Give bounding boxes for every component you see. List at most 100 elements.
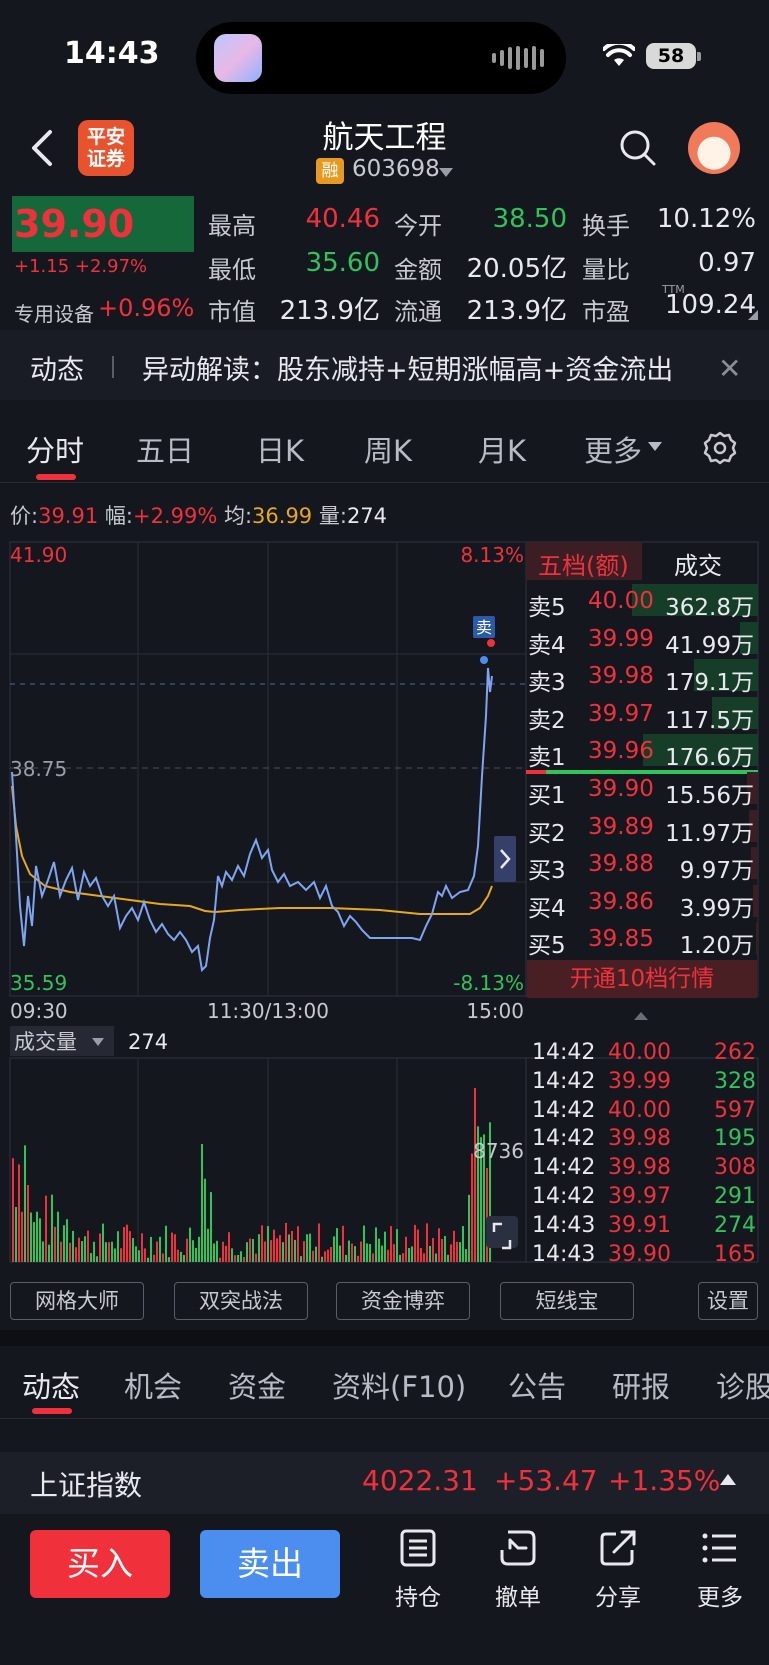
bid-row[interactable]: 买4 39.86 3.99万 xyxy=(528,885,758,922)
chart-tab[interactable]: 更多 xyxy=(584,434,643,468)
level-amount: 11.97万 xyxy=(665,820,754,847)
pct-axis-top: 8.13% xyxy=(460,543,524,567)
sector-name[interactable]: 专用设备 xyxy=(14,302,94,326)
volume-bar xyxy=(378,1238,380,1262)
volume-bar xyxy=(264,1241,266,1262)
ask-row[interactable]: 卖2 39.97 117.5万 xyxy=(528,697,758,734)
volume-bar xyxy=(195,1247,197,1262)
broker-logo[interactable]: 平安 证券 xyxy=(78,120,134,176)
intraday-chart[interactable]: 卖 41.90 38.75 35.59 8.13% -8.13% 09:30 1… xyxy=(0,536,769,1276)
volume-bar xyxy=(396,1229,398,1262)
chart-tab[interactable]: 日K xyxy=(256,434,305,468)
volume-bar xyxy=(192,1240,194,1262)
trade-price: 39.97 xyxy=(608,1184,671,1209)
fullscreen-button[interactable] xyxy=(486,1216,518,1248)
bid-row[interactable]: 买2 39.89 11.97万 xyxy=(528,810,758,847)
chart-tab[interactable]: 五日 xyxy=(136,434,195,468)
news-strip[interactable] xyxy=(0,330,769,400)
volume-bar xyxy=(186,1238,188,1262)
bottom-tab[interactable]: 公告 xyxy=(508,1370,567,1404)
volume-bar xyxy=(417,1229,419,1262)
holdings-icon[interactable] xyxy=(398,1528,438,1568)
share-label[interactable]: 分享 xyxy=(595,1585,641,1611)
level-amount: 1.20万 xyxy=(679,933,754,960)
volume-bar xyxy=(180,1251,182,1262)
volume-bar xyxy=(255,1253,257,1262)
volume-bar xyxy=(105,1242,107,1262)
trade-price: 39.98 xyxy=(608,1155,671,1181)
level-price: 40.00 xyxy=(588,588,654,614)
close-icon[interactable]: ✕ xyxy=(718,352,742,385)
search-icon[interactable] xyxy=(618,128,658,168)
tool-button[interactable]: 设置 xyxy=(698,1282,758,1320)
share-icon[interactable] xyxy=(598,1528,638,1568)
chart-tab[interactable]: 分时 xyxy=(26,434,85,468)
volume-bar xyxy=(189,1227,191,1262)
buy-button[interactable]: 买入 xyxy=(30,1530,170,1598)
bottom-tab[interactable]: 诊股 xyxy=(716,1370,769,1404)
bottom-tab[interactable]: 研报 xyxy=(612,1370,671,1404)
stock-code[interactable]: 603698 xyxy=(352,156,440,182)
cancel-order-label[interactable]: 撤单 xyxy=(495,1585,541,1611)
upgrade-level10-button[interactable]: 开通10档行情 xyxy=(527,960,757,998)
tab-five-levels[interactable]: 五档(额) xyxy=(538,552,629,580)
volume-bar xyxy=(183,1255,185,1262)
ask-row[interactable]: 卖5 40.00 362.8万 xyxy=(528,584,758,621)
chevron-down-icon[interactable] xyxy=(648,442,662,451)
index-ticker-bar[interactable] xyxy=(0,1452,769,1514)
more-label[interactable]: 更多 xyxy=(697,1585,743,1611)
news-text[interactable]: 异动解读：股东减持+短期涨幅高+资金流出 xyxy=(142,355,674,386)
sell-button[interactable]: 卖出 xyxy=(200,1530,340,1598)
depth-bar xyxy=(631,584,758,616)
bottom-tab[interactable]: 机会 xyxy=(124,1370,183,1404)
ask-row[interactable]: 卖3 39.98 179.1万 xyxy=(528,659,758,696)
bottom-tab[interactable]: 动态 xyxy=(22,1370,81,1404)
level-price: 39.97 xyxy=(588,700,654,727)
volume-bar xyxy=(342,1225,344,1262)
chevron-up-icon[interactable] xyxy=(634,1012,648,1020)
volume-bar xyxy=(384,1231,386,1262)
chevron-down-icon[interactable] xyxy=(439,168,453,177)
tool-button[interactable]: 短线宝 xyxy=(500,1282,634,1320)
bid-row[interactable]: 买5 39.85 1.20万 xyxy=(528,922,758,959)
sell-marker[interactable] xyxy=(473,616,495,638)
collapse-panel-button[interactable] xyxy=(494,836,516,882)
ask-row[interactable]: 卖4 39.99 41.99万 xyxy=(528,622,758,659)
bottom-tab[interactable]: 资料(F10) xyxy=(332,1370,467,1404)
bid-row[interactable]: 买3 39.88 9.97万 xyxy=(528,847,758,884)
quote-field-value: 40.46 xyxy=(305,204,380,234)
expand-corner-icon[interactable] xyxy=(748,310,758,320)
tool-button[interactable]: 双突战法 xyxy=(174,1282,308,1320)
volume-bar xyxy=(78,1237,80,1262)
back-arrow-icon[interactable] xyxy=(30,128,54,168)
level-amount: 179.1万 xyxy=(665,670,754,697)
bid-row[interactable]: 买1 39.90 15.56万 xyxy=(528,772,758,809)
chevron-up-icon[interactable] xyxy=(720,1474,736,1485)
chart-tab[interactable]: 周K xyxy=(364,434,413,468)
level-price: 39.88 xyxy=(588,851,654,878)
volume-bar xyxy=(102,1223,104,1262)
ask-row[interactable]: 卖1 39.96 176.6万 xyxy=(528,734,758,771)
menu-icon[interactable] xyxy=(700,1528,740,1568)
avatar[interactable] xyxy=(688,122,740,174)
sector-change[interactable]: +0.96% xyxy=(98,294,195,322)
tool-button[interactable]: 网格大师 xyxy=(10,1282,144,1320)
tab-trades[interactable]: 成交 xyxy=(674,552,722,580)
trade-volume: 274 xyxy=(714,1212,756,1238)
bottom-tab[interactable]: 资金 xyxy=(228,1370,287,1404)
cancel-order-icon[interactable] xyxy=(498,1528,538,1568)
volume-bar xyxy=(150,1236,152,1262)
volume-bar xyxy=(138,1250,140,1262)
y-axis-mid: 38.75 xyxy=(10,757,67,781)
tool-button[interactable]: 资金博弈 xyxy=(336,1282,470,1320)
depth-bar xyxy=(693,659,758,692)
volume-bar xyxy=(168,1257,170,1262)
volume-bar xyxy=(39,1218,41,1262)
holdings-label[interactable]: 持仓 xyxy=(395,1585,441,1611)
chart-tab[interactable]: 月K xyxy=(478,434,527,468)
volume-bar xyxy=(249,1238,251,1262)
volume-bar xyxy=(336,1228,338,1262)
gear-icon[interactable] xyxy=(702,430,738,466)
trade-row: 14:42 40.00 597 xyxy=(532,1098,756,1127)
quote-field-value: 10.12% xyxy=(656,204,756,234)
